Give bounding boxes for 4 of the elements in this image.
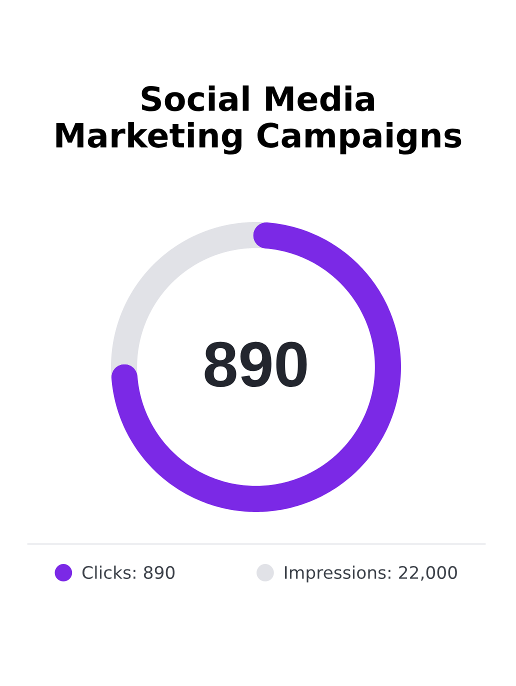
legend-label: Impressions: 22,000 [285,566,457,582]
text: 890 [204,342,307,388]
chart-title: Social Media Marketing Campaigns [56,85,462,155]
legend-label: Clicks: 890 [82,566,175,579]
